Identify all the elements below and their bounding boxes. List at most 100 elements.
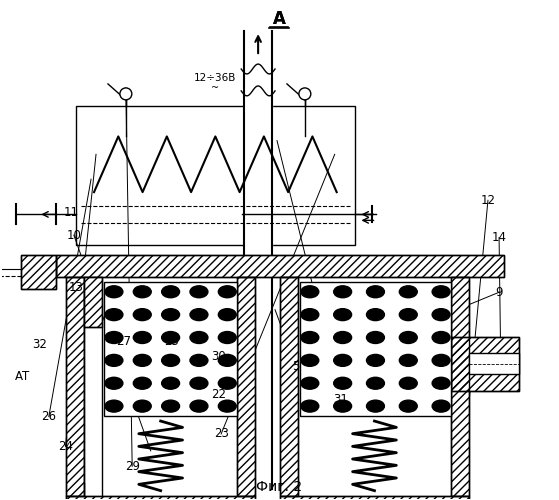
Text: 29: 29 <box>125 460 140 473</box>
Bar <box>66 277 84 496</box>
Ellipse shape <box>432 308 450 320</box>
Ellipse shape <box>432 286 450 298</box>
Ellipse shape <box>432 378 450 389</box>
Bar <box>66 496 255 500</box>
Ellipse shape <box>301 400 319 412</box>
Text: А: А <box>273 10 286 29</box>
Ellipse shape <box>367 308 385 320</box>
Ellipse shape <box>190 400 208 412</box>
Bar <box>280 496 469 500</box>
Text: Фиг. 2: Фиг. 2 <box>256 480 302 494</box>
Ellipse shape <box>334 400 352 412</box>
Ellipse shape <box>133 286 151 298</box>
Ellipse shape <box>162 400 179 412</box>
Ellipse shape <box>105 378 123 389</box>
Bar <box>451 277 469 496</box>
Text: 26: 26 <box>41 410 56 423</box>
Text: 5: 5 <box>292 360 300 374</box>
Ellipse shape <box>367 400 385 412</box>
Text: 27: 27 <box>116 336 131 348</box>
Ellipse shape <box>301 286 319 298</box>
Bar <box>451 336 519 391</box>
Ellipse shape <box>162 378 179 389</box>
Ellipse shape <box>219 400 236 412</box>
Ellipse shape <box>334 308 352 320</box>
Ellipse shape <box>301 308 319 320</box>
Bar <box>300 282 451 416</box>
Text: ~: ~ <box>211 83 220 93</box>
Bar <box>56 255 504 277</box>
Bar <box>280 277 298 496</box>
Ellipse shape <box>301 332 319 344</box>
Ellipse shape <box>367 332 385 344</box>
Text: 10: 10 <box>67 228 81 241</box>
Ellipse shape <box>301 378 319 389</box>
Ellipse shape <box>399 332 417 344</box>
Ellipse shape <box>190 378 208 389</box>
Ellipse shape <box>162 286 179 298</box>
Ellipse shape <box>133 378 151 389</box>
Ellipse shape <box>399 400 417 412</box>
Bar <box>237 277 255 496</box>
Ellipse shape <box>432 332 450 344</box>
Bar <box>84 326 102 482</box>
Ellipse shape <box>105 400 123 412</box>
Ellipse shape <box>105 332 123 344</box>
Text: А: А <box>273 10 286 29</box>
Ellipse shape <box>367 286 385 298</box>
Text: 31: 31 <box>333 392 348 406</box>
Ellipse shape <box>190 286 208 298</box>
Ellipse shape <box>105 286 123 298</box>
Text: 22: 22 <box>211 388 226 400</box>
Bar <box>76 106 354 245</box>
Bar <box>280 496 469 500</box>
Ellipse shape <box>190 308 208 320</box>
Ellipse shape <box>105 308 123 320</box>
Bar <box>104 282 237 416</box>
Ellipse shape <box>399 308 417 320</box>
Ellipse shape <box>219 354 236 366</box>
Ellipse shape <box>219 378 236 389</box>
Bar <box>280 277 298 496</box>
Bar <box>451 336 519 391</box>
Text: АТ: АТ <box>15 370 30 384</box>
Ellipse shape <box>367 378 385 389</box>
Ellipse shape <box>334 332 352 344</box>
Bar <box>66 277 84 496</box>
Text: 14: 14 <box>491 231 506 244</box>
Ellipse shape <box>399 378 417 389</box>
Bar <box>84 277 102 326</box>
Ellipse shape <box>399 354 417 366</box>
Ellipse shape <box>432 354 450 366</box>
Ellipse shape <box>162 354 179 366</box>
Text: 32: 32 <box>32 338 47 351</box>
Text: 12: 12 <box>480 194 495 207</box>
Bar <box>56 255 504 277</box>
Ellipse shape <box>133 332 151 344</box>
Bar <box>237 277 255 496</box>
Text: 25: 25 <box>164 336 178 348</box>
Ellipse shape <box>334 378 352 389</box>
Ellipse shape <box>399 286 417 298</box>
Ellipse shape <box>432 400 450 412</box>
Ellipse shape <box>219 308 236 320</box>
Bar <box>451 277 469 496</box>
Ellipse shape <box>219 332 236 344</box>
Text: 24: 24 <box>58 440 73 453</box>
Ellipse shape <box>219 286 236 298</box>
Ellipse shape <box>334 354 352 366</box>
Text: 12÷36В: 12÷36В <box>194 73 236 83</box>
Ellipse shape <box>367 354 385 366</box>
Bar <box>21 255 56 289</box>
Ellipse shape <box>334 286 352 298</box>
Text: 9: 9 <box>495 286 503 299</box>
Bar <box>469 354 519 374</box>
Ellipse shape <box>162 332 179 344</box>
Ellipse shape <box>162 308 179 320</box>
Text: 11: 11 <box>64 206 79 219</box>
Ellipse shape <box>133 354 151 366</box>
Text: 30: 30 <box>211 350 226 364</box>
Text: 13: 13 <box>69 281 84 294</box>
Ellipse shape <box>133 308 151 320</box>
Bar <box>66 496 255 500</box>
